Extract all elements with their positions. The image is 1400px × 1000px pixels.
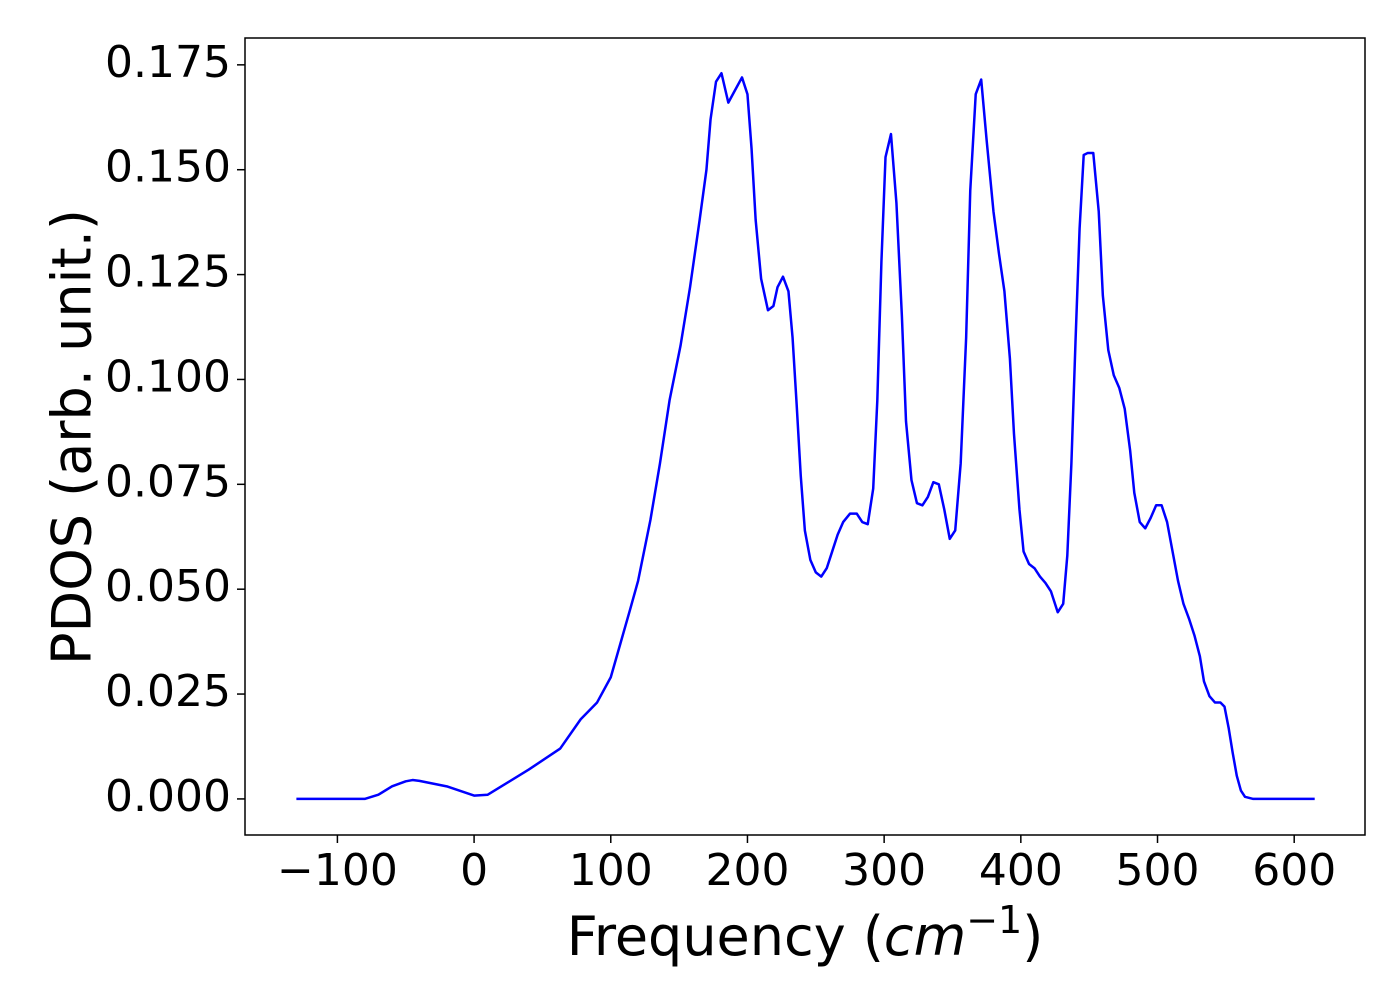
y-tick-label: 0.050	[105, 561, 231, 612]
x-axis-label-text: Frequency (	[567, 905, 884, 968]
x-axis-label-close: )	[1022, 905, 1043, 968]
plot-frame	[244, 37, 1366, 836]
y-tick-label: 0.175	[105, 37, 231, 88]
y-tick-label: 0.100	[105, 351, 231, 402]
x-tick-label: 300	[842, 845, 926, 896]
x-axis-label: Frequency (cm−1)	[567, 898, 1044, 968]
x-axis-label-sup: −1	[966, 898, 1022, 942]
x-tick-label: 0	[460, 845, 488, 896]
x-tick-label: 400	[979, 845, 1063, 896]
x-axis-label-math: cm	[884, 905, 966, 968]
x-tick-label: −100	[277, 845, 398, 896]
x-tick-label: 100	[569, 845, 653, 896]
x-tick-label: 200	[705, 845, 789, 896]
y-tick-label: 0.150	[105, 142, 231, 193]
y-tick-label: 0.075	[105, 456, 231, 507]
data-line	[296, 71, 1315, 801]
y-axis-label: PDOS (arb. unit.)	[41, 209, 104, 665]
x-tick-label: 600	[1252, 845, 1336, 896]
x-tick-label: 500	[1116, 845, 1200, 896]
y-tick-label: 0.025	[105, 666, 231, 717]
y-tick-label: 0.000	[105, 771, 231, 822]
y-tick-label: 0.125	[105, 247, 231, 298]
